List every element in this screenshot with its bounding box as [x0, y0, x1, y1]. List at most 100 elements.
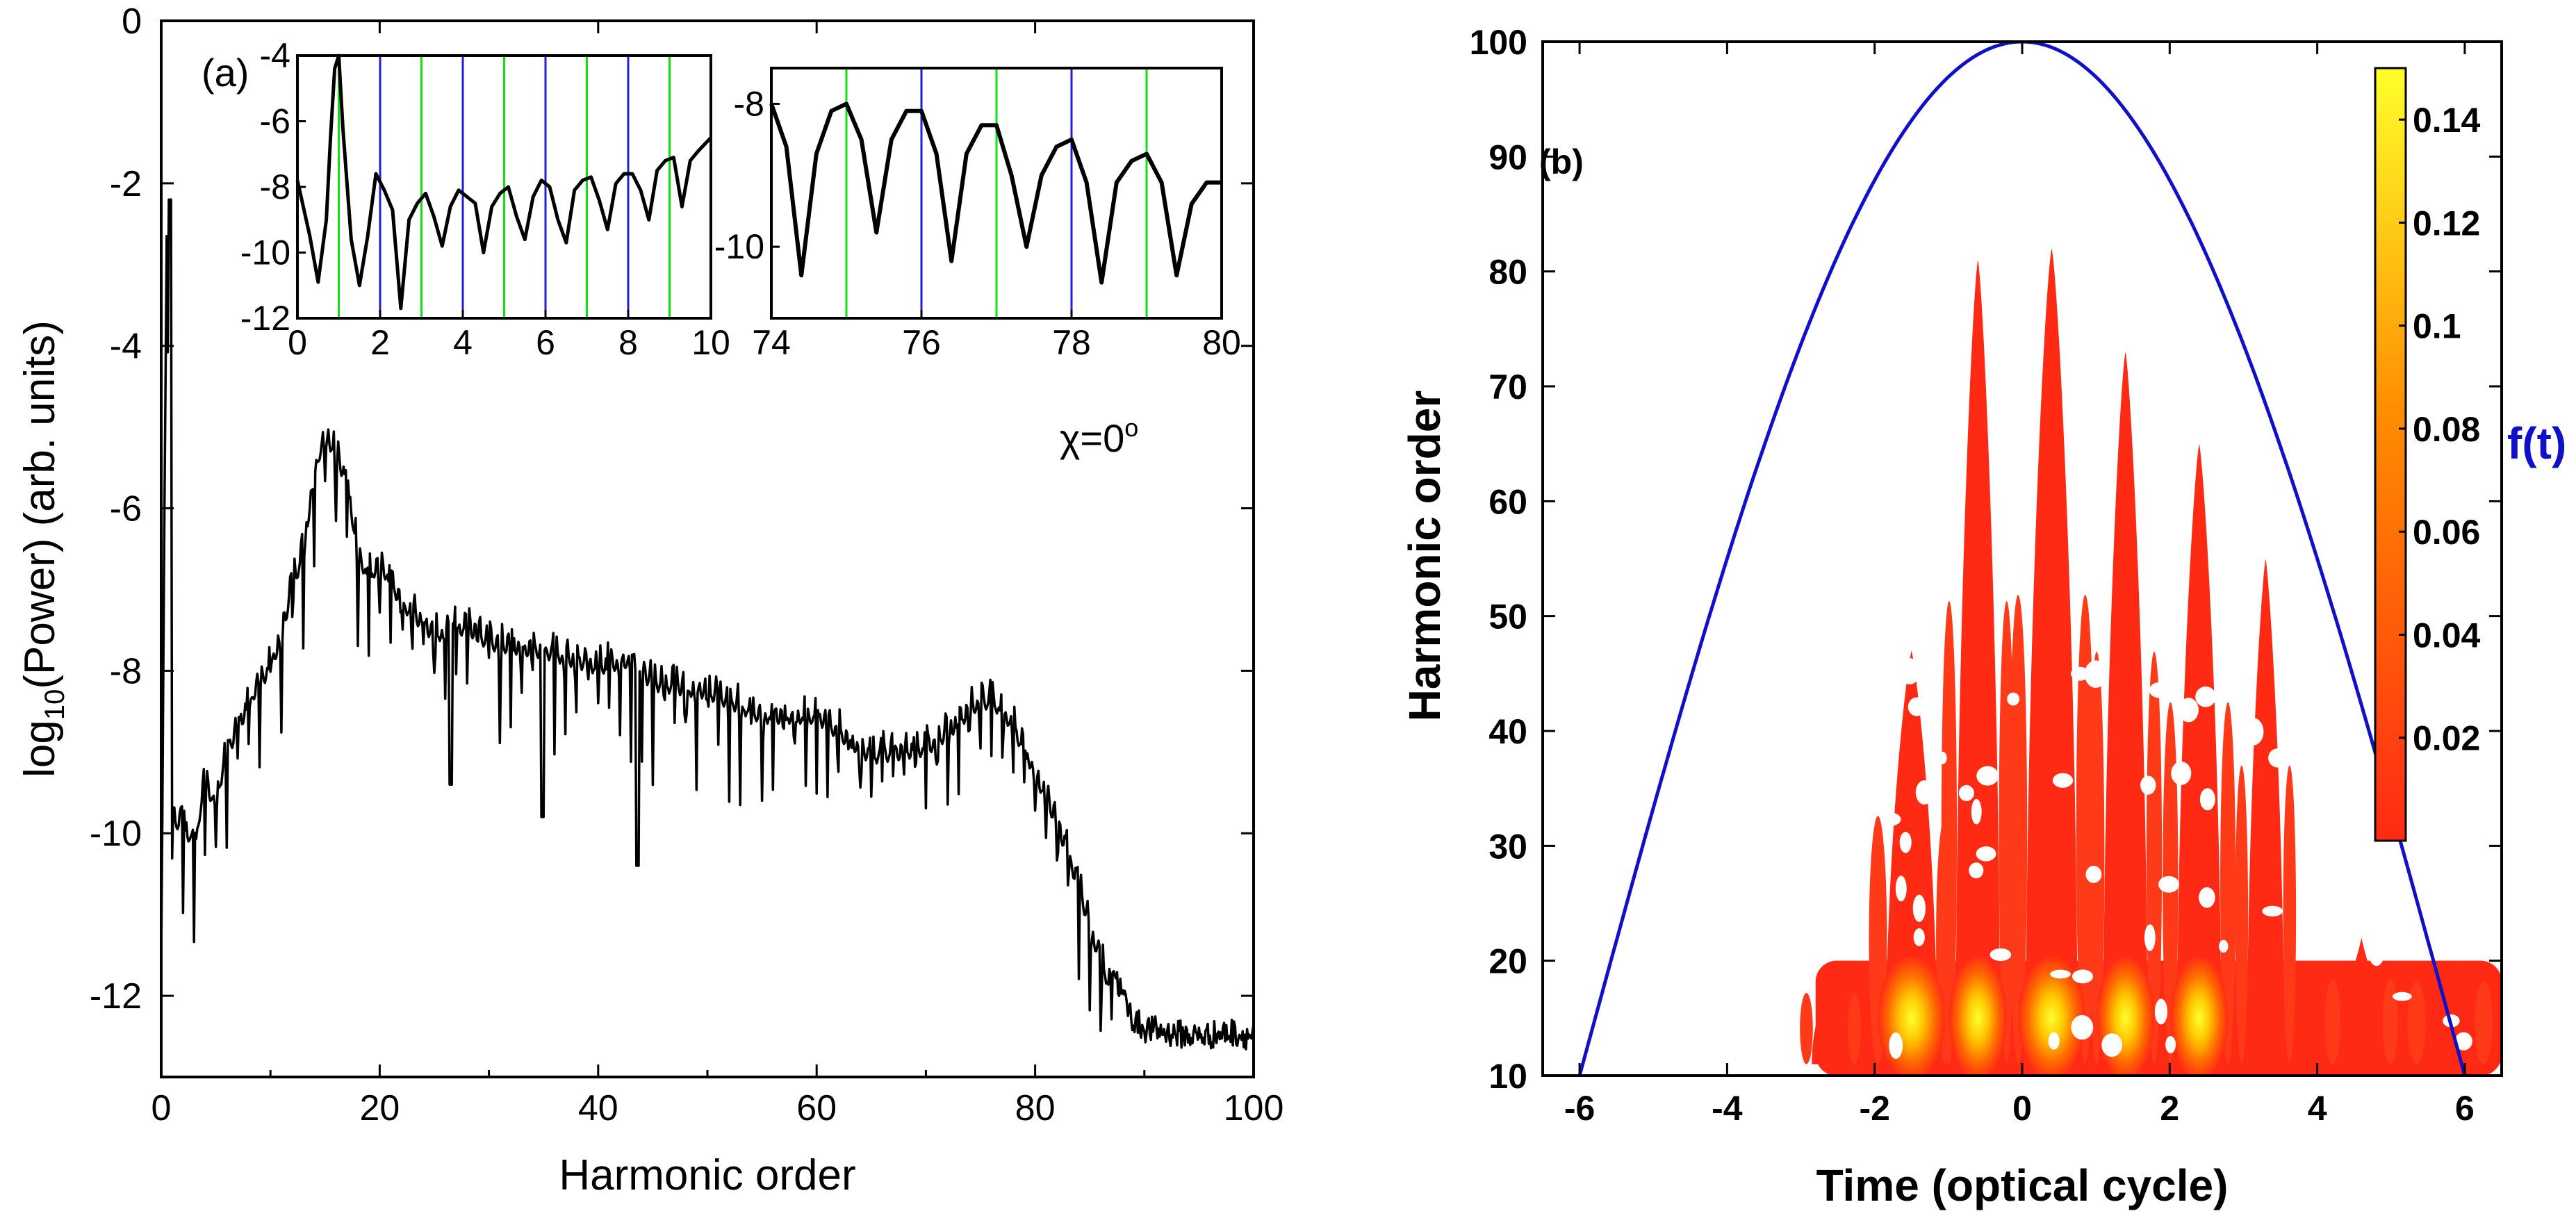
colorbar-tick-label: 0.12: [2413, 204, 2480, 242]
heatmap-hole: [1908, 697, 1926, 716]
inset-1-gridlines: [338, 56, 671, 318]
inset-x-tick-label: 4: [453, 323, 473, 362]
y-tick-label: 30: [1488, 827, 1527, 866]
y-tick-label: -6: [110, 489, 142, 529]
heatmap-hole: [2268, 748, 2288, 768]
inset-y-tick-label: -8: [260, 167, 290, 206]
heatmap-hole: [1971, 798, 1982, 825]
x-tick-label: 4: [2308, 1089, 2327, 1128]
burst-spike: [2103, 352, 2148, 1064]
inset-y-tick-label: -8: [734, 84, 764, 123]
y-tick-label: 10: [1488, 1057, 1527, 1096]
heatmap-hole: [2072, 969, 2094, 984]
x-tick-label: 0: [151, 1088, 172, 1128]
panel-b-tag: (b): [1539, 142, 1584, 181]
panel-a-y-ticks: 0 -2 -4 -6 -8 -10 -12: [90, 1, 1254, 1017]
heatmap-hole: [2368, 941, 2385, 967]
burst-filament: [1848, 992, 1861, 1064]
burst-filament: [2474, 981, 2493, 1064]
heatmap-hole: [2331, 884, 2340, 907]
heatmap-hole: [2284, 681, 2303, 702]
burst-spike: [2247, 559, 2284, 1064]
x-tick-label: 2: [2160, 1089, 2179, 1128]
heatmap-hole: [1976, 846, 1996, 862]
heatmap-hole: [2154, 998, 2168, 1025]
spectrum-line: [161, 198, 1254, 1051]
heatmap-hole: [1899, 832, 1912, 853]
heatmap-hole: [2345, 818, 2366, 839]
inset-2-ticks: 74 76 78 80 -8 -10: [714, 84, 1241, 362]
heatmap-hole: [2392, 992, 2412, 1001]
heatmap-hole: [1958, 784, 1974, 802]
colorbar-tick-label: 0.06: [2413, 513, 2480, 552]
heatmap-hole: [2144, 924, 2156, 951]
heatmap-hole: [2425, 841, 2443, 852]
burst-core: [1878, 955, 1946, 1076]
x-tick-label: 20: [359, 1088, 400, 1128]
heatmap-hole: [2445, 923, 2456, 950]
x-tick-label: 0: [2012, 1089, 2032, 1128]
heatmap-hole: [1969, 862, 1984, 879]
heatmap-hole: [2343, 800, 2365, 815]
colorbar: 0.02 0.04 0.06 0.08 0.1 0.12 0.14: [2374, 67, 2481, 842]
inset-x-tick-label: 76: [902, 323, 941, 362]
burst-filament: [1800, 992, 1813, 1064]
heatmap-hole: [1889, 1032, 1903, 1060]
heatmap-hole: [2052, 773, 2074, 788]
colorbar-gradient: [2374, 67, 2407, 842]
burst-core: [2097, 955, 2155, 1076]
heatmap-hole: [1913, 928, 1925, 946]
burst-spike: [1812, 972, 1849, 1064]
y-tick-label: 50: [1488, 598, 1527, 636]
heatmap-hole: [2050, 969, 2071, 979]
panel-a-y-label: log10(Power) (arb. units): [16, 320, 70, 778]
x-tick-label: 40: [578, 1088, 618, 1128]
heatmap-hole: [2101, 1033, 2123, 1058]
x-tick-label: 6: [2455, 1089, 2475, 1128]
heatmap-hole: [2402, 696, 2424, 724]
x-tick-label: 80: [1015, 1088, 1056, 1128]
heatmap-hole: [2149, 682, 2171, 698]
panel-a: 0 20 40 60 80 100 0-2-4-6-8-10-12 Harmonic or…: [16, 1, 1283, 1199]
chi-annotation: χ=0o: [1060, 413, 1138, 460]
burst-filament: [2407, 981, 2426, 1064]
heatmap-hole: [1895, 875, 1907, 902]
x-tick-label: -6: [1564, 1089, 1595, 1128]
burst-filament: [2146, 651, 2163, 1064]
inset-y-tick-label: -12: [240, 299, 290, 338]
y-tick-label: 40: [1488, 712, 1527, 751]
burst-filament: [1941, 601, 1958, 1064]
y-tick-label: 20: [1488, 942, 1527, 981]
burst-filament: [2382, 979, 2398, 1064]
heatmap-hole: [2242, 718, 2264, 746]
colorbar-tick-label: 0.02: [2413, 719, 2480, 758]
heatmap-hole: [1885, 748, 1894, 762]
panel-a-tag: (a): [202, 51, 249, 94]
heatmap-hole: [2308, 871, 2320, 891]
heatmap-hole: [2454, 1032, 2472, 1051]
inset-2-frame: [770, 67, 1223, 320]
y-tick-label: 60: [1488, 482, 1527, 521]
x-tick-label: 100: [1224, 1088, 1284, 1128]
heatmap-hole: [1976, 766, 1999, 786]
heatmap-hole: [1927, 765, 1942, 775]
heatmap-hole: [2378, 931, 2397, 947]
panel-a-x-ticks: 0 20 40 60 80 100: [151, 21, 1284, 1128]
inset-x-tick-label: 6: [536, 323, 555, 362]
heatmap-hole: [2071, 1014, 2094, 1040]
heatmap-hole: [1990, 948, 2012, 962]
heatmap-hole: [2158, 875, 2180, 893]
heatmap-hole: [2450, 682, 2472, 702]
heatmap-hole: [2165, 1036, 2176, 1053]
heatmap-hole: [2387, 878, 2401, 893]
inset-y-tick-label: -4: [260, 36, 290, 75]
heatmap-hole: [2085, 866, 2102, 883]
panel-b-x-ticks: -6 -4 -2 0 2 4 6: [1564, 42, 2475, 1128]
inset-x-tick-label: 0: [288, 323, 307, 362]
burst-spike: [2026, 248, 2078, 1064]
panel-b-x-label: Time (optical cycle): [1816, 1160, 2229, 1210]
inset-x-tick-label: 78: [1052, 323, 1091, 362]
x-tick-label: 60: [796, 1088, 837, 1128]
burst-spike: [2176, 443, 2222, 1064]
inset-x-tick-label: 10: [691, 323, 730, 362]
